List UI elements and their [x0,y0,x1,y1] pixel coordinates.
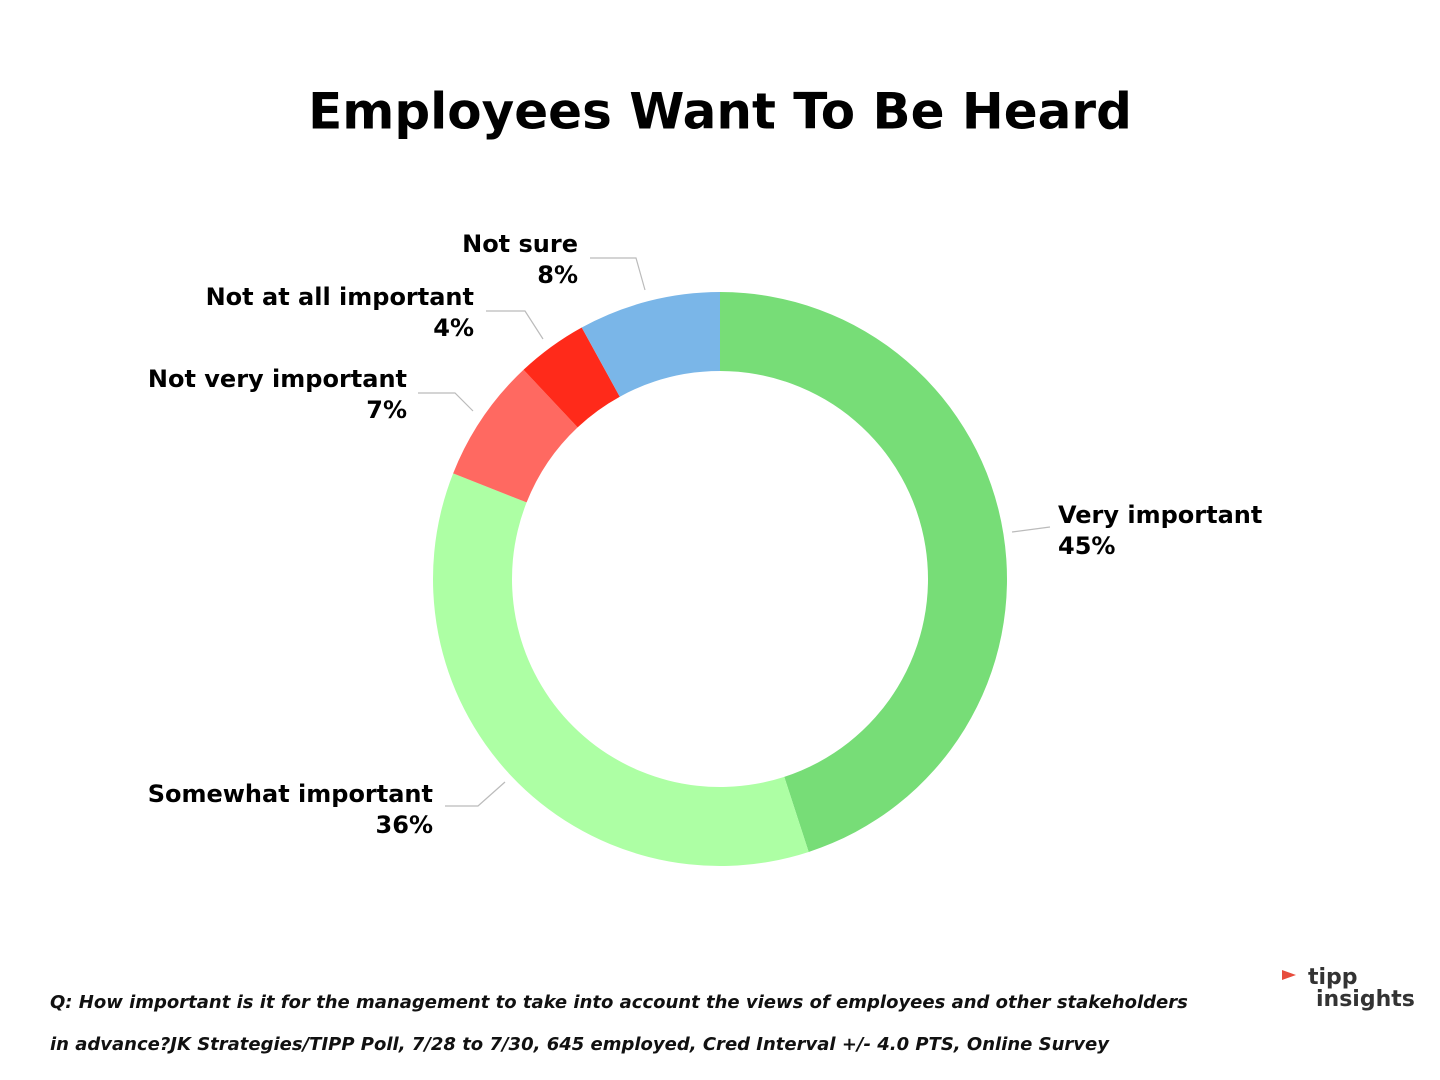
donut-slice [581,292,720,397]
slice-value: 45% [1058,532,1115,560]
donut-slice [453,369,578,503]
slice-label: Very important [1058,501,1262,529]
leader-line [1011,526,1051,533]
leader-line [445,781,506,807]
slice-value: 7% [366,396,407,424]
slice-label: Not sure [462,230,578,258]
slice-label: Not at all important [206,283,474,311]
slice-value: 8% [537,261,578,289]
leader-line [486,310,544,340]
slice-value: 4% [433,314,474,342]
donut-slice [720,292,1007,852]
slice-label: Somewhat important [148,780,433,808]
logo-text: insights [1316,987,1415,1012]
donut-slice [432,473,809,867]
footnote: Q: How important is it for the managemen… [50,992,1188,1055]
logo-icon [1282,970,1296,980]
leader-line [418,392,474,412]
chart-title: Employees Want To Be Heard [308,83,1132,141]
logo-text: tipp [1308,965,1358,990]
leader-line [590,257,646,291]
donut-slice [523,327,620,428]
slice-label: Not very important [148,365,407,393]
slice-value: 36% [376,811,433,839]
